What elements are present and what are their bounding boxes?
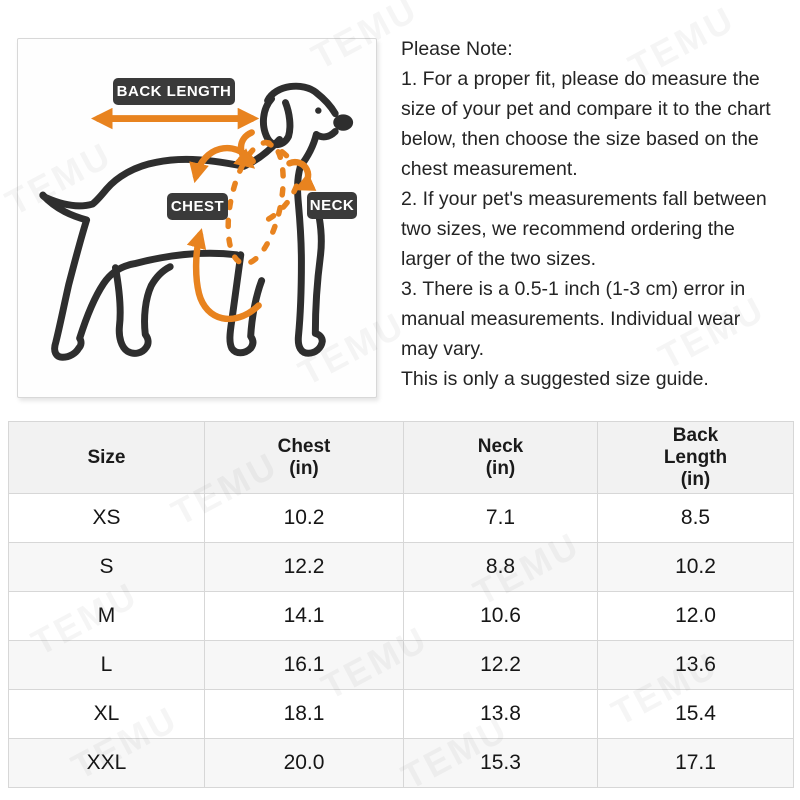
notes-line: manual measurements. Individual wear	[401, 308, 741, 330]
dog-front-leg-near	[294, 162, 326, 357]
table-row-m: M 14.1 10.6 12.0	[8, 591, 794, 641]
size-chart-table: Size Chest (in) Neck (in) Back Length	[8, 421, 794, 788]
notes-line: below, then choose the size based on the	[401, 128, 759, 150]
back-length-cell: 15.4	[597, 689, 794, 739]
chest-bottom-arrow	[186, 228, 262, 323]
table-row-l: L 16.1 12.2 13.6	[8, 640, 794, 690]
neck-girth-dashes	[262, 139, 297, 169]
notes-line: 2. If your pet's measurements fall betwe…	[401, 188, 767, 210]
neck-ring-arrow	[286, 158, 317, 191]
chest-cell: 14.1	[204, 591, 404, 641]
dog-front-leg-far	[226, 251, 266, 357]
neck-cell: 10.6	[403, 591, 598, 641]
table-header-row: Size Chest (in) Neck (in) Back Length	[8, 421, 794, 494]
neck-cell: 15.3	[403, 738, 598, 788]
neck-cell: 13.8	[403, 689, 598, 739]
dog-rear-leg-near	[111, 263, 174, 357]
back-length-cell: 8.5	[597, 493, 794, 543]
size-cell: XS	[8, 493, 205, 543]
notes-line: size of your pet and compare it to the c…	[401, 98, 771, 120]
size-cell: XL	[8, 689, 205, 739]
column-header-back-length: Back Length (in)	[597, 421, 794, 494]
header-label: Chest	[277, 435, 331, 457]
table-row-xl: XL 18.1 13.8 15.4	[8, 689, 794, 739]
back-length-cell: 17.1	[597, 738, 794, 788]
header-label: Length	[663, 446, 728, 468]
back-length-cell: 13.6	[597, 640, 794, 690]
neck-cell: 12.2	[403, 640, 598, 690]
notes-line: 1. For a proper fit, please do measure t…	[401, 68, 760, 90]
header-unit: (in)	[680, 468, 711, 490]
chest-cell: 10.2	[204, 493, 404, 543]
chest-cell: 12.2	[204, 542, 404, 592]
notes-line: larger of the two sizes.	[401, 248, 597, 270]
notes-line: may vary.	[401, 338, 485, 360]
chest-label-badge: CHEST	[167, 193, 228, 220]
table-row-s: S 12.2 8.8 10.2	[8, 542, 794, 592]
dog-tail-and-rear-leg	[39, 191, 241, 361]
neck-cell: 7.1	[403, 493, 598, 543]
dog-outline	[39, 82, 339, 361]
please-note-text-block: Please Note: 1. For a proper fit, please…	[401, 34, 797, 394]
measurement-diagram-box: BACK LENGTH CHEST NECK	[17, 38, 377, 398]
column-header-neck: Neck (in)	[403, 421, 598, 494]
column-header-chest: Chest (in)	[204, 421, 404, 494]
table-row-xs: XS 10.2 7.1 8.5	[8, 493, 794, 543]
back-length-cell: 10.2	[597, 542, 794, 592]
size-cell: L	[8, 640, 205, 690]
dog-nose	[333, 114, 354, 131]
size-cell: S	[8, 542, 205, 592]
notes-line: two sizes, we recommend ordering the	[401, 218, 735, 240]
notes-line: chest measurement.	[401, 158, 578, 180]
neck-cell: 8.8	[403, 542, 598, 592]
chest-cell: 18.1	[204, 689, 404, 739]
dog-measurement-diagram	[39, 82, 354, 361]
back-length-label-badge: BACK LENGTH	[113, 78, 235, 105]
size-cell: M	[8, 591, 205, 641]
column-header-size: Size	[8, 421, 205, 494]
notes-line: 3. There is a 0.5-1 inch (1-3 cm) error …	[401, 278, 746, 300]
table-row-xxl: XXL 20.0 15.3 17.1	[8, 738, 794, 788]
withers-hook-arrow	[233, 129, 256, 169]
size-cell: XXL	[8, 738, 205, 788]
header-unit: (in)	[485, 457, 516, 479]
header-label: Back	[672, 424, 719, 446]
header-label: Neck	[477, 435, 524, 457]
neck-label-badge: NECK	[307, 192, 357, 219]
header-unit: (in)	[289, 457, 319, 479]
notes-line: This is only a suggested size guide.	[401, 368, 709, 390]
chest-cell: 20.0	[204, 738, 404, 788]
back-length-cell: 12.0	[597, 591, 794, 641]
chest-cell: 16.1	[204, 640, 404, 690]
measurement-marks	[90, 107, 317, 323]
header-label: Size	[87, 446, 126, 468]
notes-heading: Please Note:	[401, 38, 513, 60]
dog-eye	[315, 107, 322, 114]
